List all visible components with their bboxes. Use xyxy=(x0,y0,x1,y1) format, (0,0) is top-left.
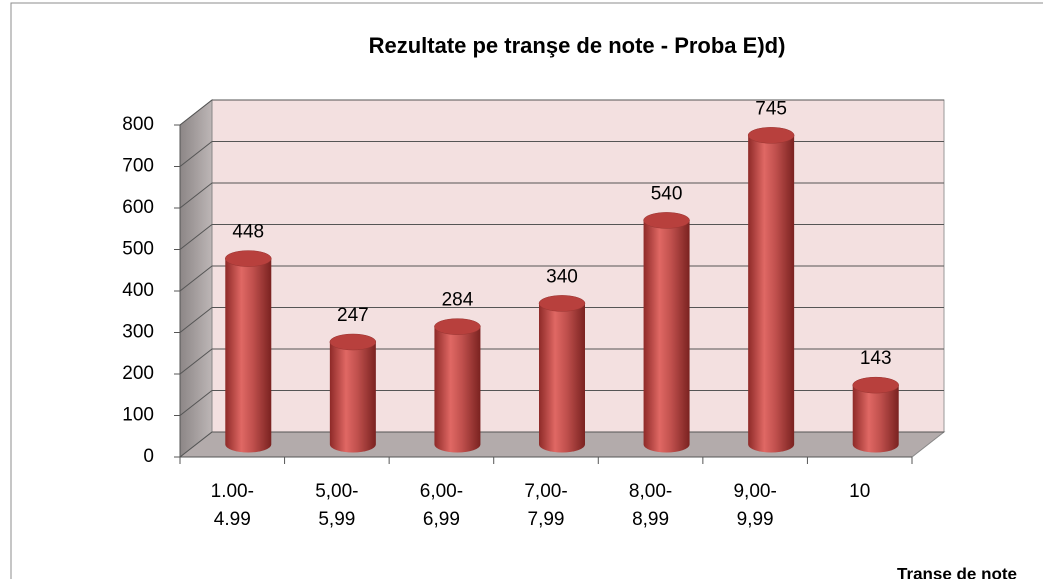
grid-line xyxy=(179,99,944,126)
y-tick-label: 200 xyxy=(122,363,154,384)
bar xyxy=(643,212,690,453)
bar-top xyxy=(852,376,899,394)
data-label: 340 xyxy=(546,266,578,287)
y-tick-label: 600 xyxy=(122,197,154,218)
grid-line xyxy=(179,348,944,375)
bar xyxy=(434,318,481,453)
bar-top xyxy=(329,333,377,351)
data-label: 540 xyxy=(651,183,683,204)
grid-line xyxy=(179,224,944,250)
grid-line xyxy=(179,390,944,416)
bar-top xyxy=(747,127,795,144)
bar xyxy=(539,295,585,453)
x-tick-label: 10 xyxy=(849,481,870,502)
data-label: 284 xyxy=(442,290,474,311)
y-tick-label: 400 xyxy=(122,280,154,301)
data-label: 448 xyxy=(232,222,264,243)
x-tick-label: 1.00-4.99 xyxy=(211,481,254,530)
y-tick-label: 700 xyxy=(122,156,154,177)
bar-top xyxy=(643,212,690,229)
grid-line xyxy=(179,307,944,333)
grid-line xyxy=(179,265,944,292)
x-tick-label: 6,00-6,99 xyxy=(420,481,463,530)
x-tick-label: 5,00-5,99 xyxy=(315,481,358,530)
chart-title: Rezultate pe tranşe de note - Proba E)d) xyxy=(369,33,786,58)
x-tick-label: 9,00-9,99 xyxy=(733,481,776,530)
data-label: 247 xyxy=(337,305,369,326)
x-tick-label: 8,00-8,99 xyxy=(629,481,672,530)
y-tick-label: 0 xyxy=(143,446,154,467)
bar-top xyxy=(538,295,586,312)
x-axis-label: Tranşe de note xyxy=(897,564,1017,579)
bar xyxy=(225,250,272,453)
bar-top xyxy=(434,318,481,335)
grid-line xyxy=(179,431,944,458)
data-label: 143 xyxy=(860,348,892,369)
x-tick-label: 7,00-7,99 xyxy=(524,481,567,530)
bar-top xyxy=(225,250,272,267)
y-tick-label: 100 xyxy=(122,405,154,426)
bar xyxy=(748,127,795,453)
grid-line xyxy=(179,141,944,167)
y-tick-label: 500 xyxy=(122,239,154,260)
bar xyxy=(852,377,899,453)
data-label: 745 xyxy=(755,98,787,119)
plot-area: 0 100 200 300 400 500 600 700 800 1.00-4.99 448 5,0… xyxy=(122,98,946,530)
grid-line xyxy=(179,182,944,209)
bar xyxy=(329,333,376,453)
y-tick-label: 300 xyxy=(122,322,154,343)
y-tick-label: 800 xyxy=(122,114,154,135)
